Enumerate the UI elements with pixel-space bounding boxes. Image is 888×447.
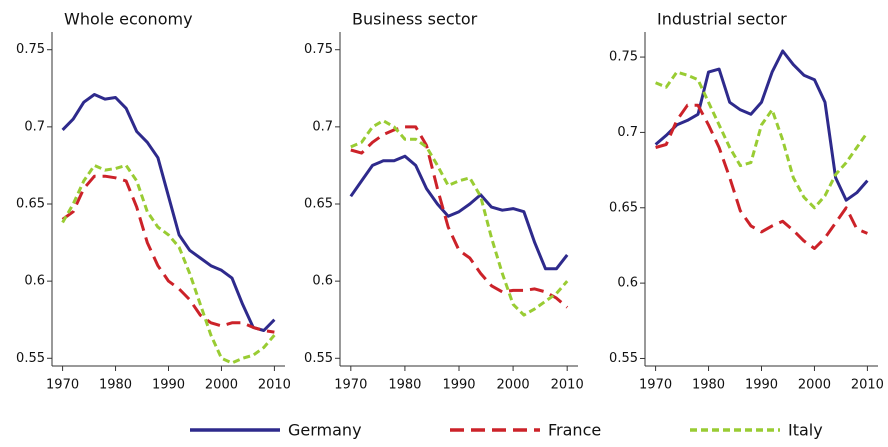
panel-title: Business sector xyxy=(352,10,478,29)
x-tick-label: 1990 xyxy=(442,378,475,393)
series-line xyxy=(654,49,869,202)
x-tick-label: 1980 xyxy=(692,378,725,393)
y-tick-label: 0.75 xyxy=(304,42,333,57)
legend-label: France xyxy=(548,421,601,440)
x-tick-label: 2000 xyxy=(205,378,238,393)
y-tick-label: 0.55 xyxy=(609,351,638,366)
series-line xyxy=(350,119,569,317)
x-tick-label: 1980 xyxy=(388,378,421,393)
y-tick-label: 0.75 xyxy=(609,50,638,65)
y-tick-label: 0.7 xyxy=(312,119,333,134)
series-line xyxy=(350,125,569,309)
panel-title: Industrial sector xyxy=(657,10,787,29)
y-tick-label: 0.75 xyxy=(16,42,45,57)
x-tick-label: 2010 xyxy=(258,378,291,393)
y-tick-label: 0.7 xyxy=(24,119,45,134)
series-line xyxy=(655,70,869,210)
x-tick-label: 1970 xyxy=(334,378,367,393)
y-tick-label: 0.6 xyxy=(24,274,45,289)
legend-label: Germany xyxy=(288,421,362,440)
x-tick-label: 2010 xyxy=(851,378,884,393)
series-line xyxy=(655,103,868,250)
panel-title: Whole economy xyxy=(64,10,193,29)
series-line xyxy=(61,93,276,332)
x-tick-label: 1970 xyxy=(46,378,79,393)
x-tick-label: 2000 xyxy=(497,378,530,393)
y-tick-label: 0.65 xyxy=(304,197,333,212)
series-line xyxy=(61,163,276,365)
y-tick-label: 0.65 xyxy=(609,200,638,215)
x-tick-label: 2000 xyxy=(798,378,831,393)
x-tick-label: 1990 xyxy=(152,378,185,393)
y-tick-label: 0.55 xyxy=(16,351,45,366)
x-tick-label: 1980 xyxy=(99,378,132,393)
series-line xyxy=(349,154,569,271)
y-tick-label: 0.6 xyxy=(312,274,333,289)
x-tick-label: 1970 xyxy=(639,378,672,393)
y-tick-label: 0.6 xyxy=(617,276,638,291)
y-tick-label: 0.55 xyxy=(304,351,333,366)
y-tick-label: 0.65 xyxy=(16,197,45,212)
y-tick-label: 0.7 xyxy=(617,125,638,140)
x-tick-label: 2010 xyxy=(551,378,584,393)
x-tick-label: 1990 xyxy=(745,378,778,393)
series-line xyxy=(61,174,275,334)
legend-label: Italy xyxy=(788,421,823,440)
